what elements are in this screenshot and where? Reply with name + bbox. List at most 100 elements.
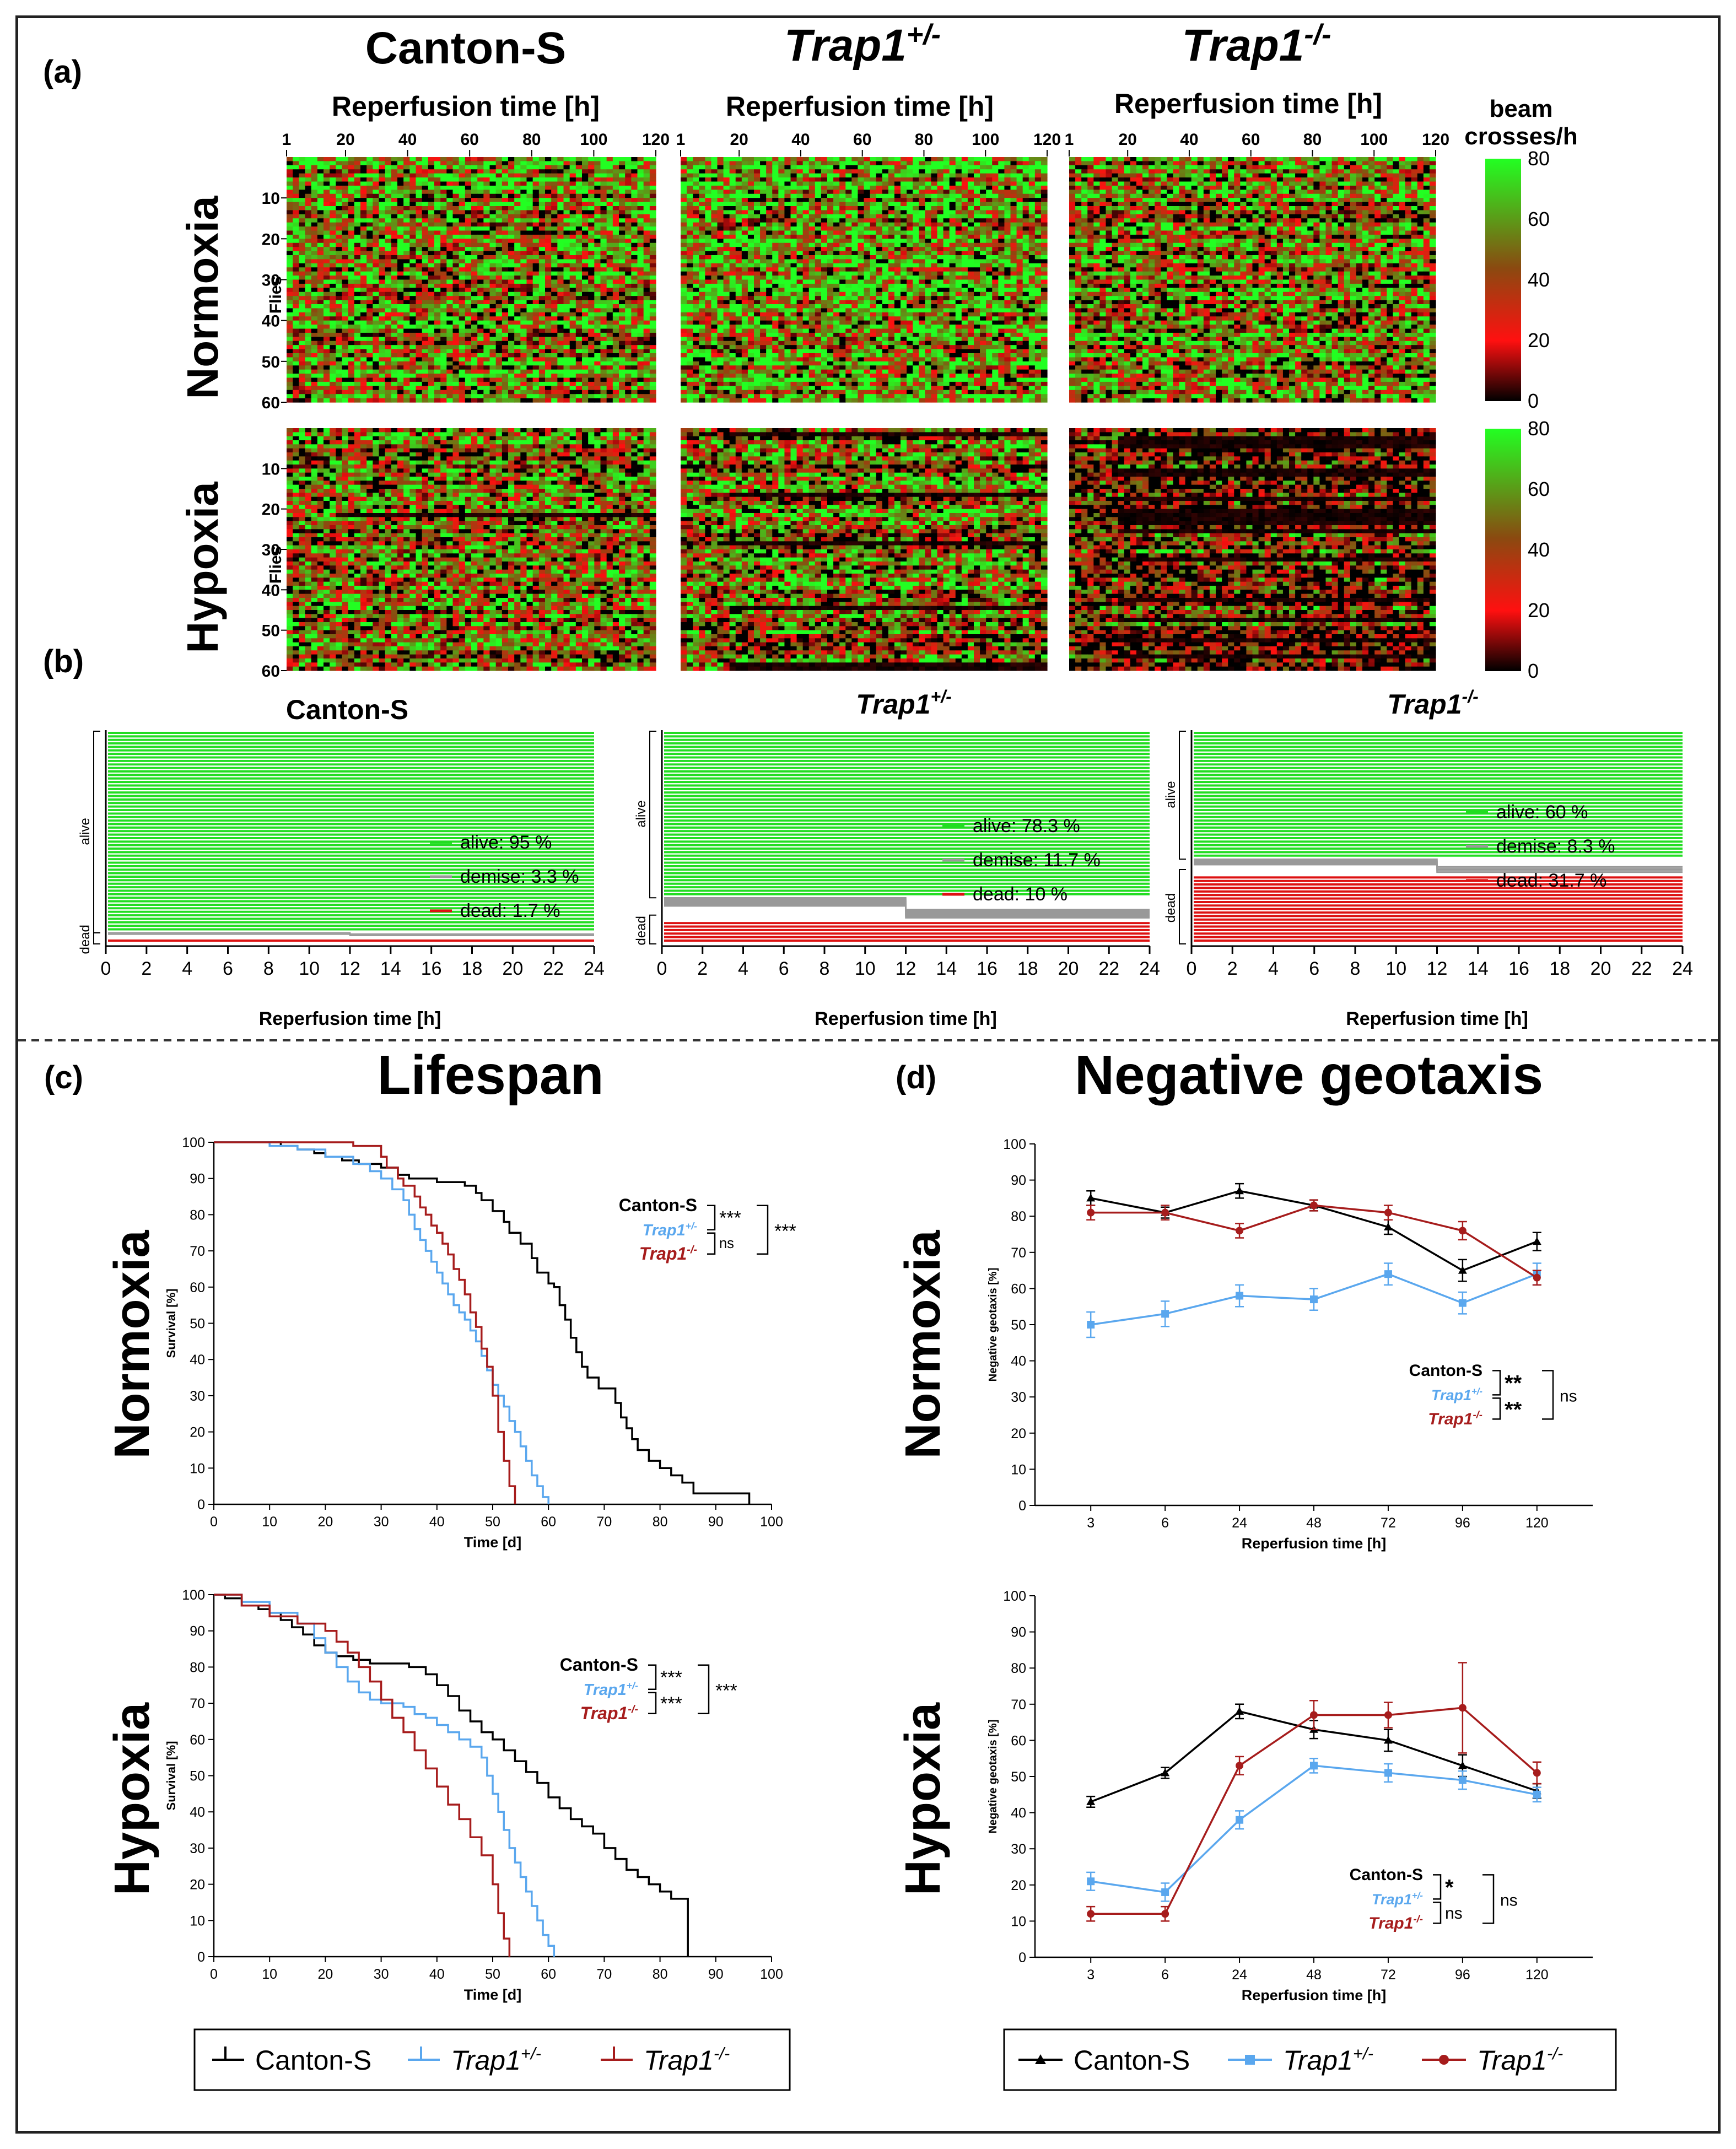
heatmap-cell: [888, 218, 895, 223]
heatmap-cell: [526, 374, 533, 379]
heatmap-cell: [681, 214, 687, 219]
heatmap-cell: [495, 337, 503, 342]
heatmap-cell: [594, 218, 601, 223]
heatmap-cell: [385, 161, 392, 166]
heatmap-cell: [495, 349, 503, 354]
heatmap-cell: [808, 169, 816, 174]
heatmap-cell: [631, 214, 638, 219]
heatmap-cell: [409, 190, 417, 195]
heatmap-cell: [342, 365, 349, 370]
heatmap-cell: [409, 242, 417, 247]
heatmap-cell: [379, 300, 386, 305]
heatmap-cell: [557, 312, 564, 317]
heatmap-cell: [802, 230, 810, 235]
heatmap-cell: [643, 234, 650, 239]
heatmap-cell: [845, 242, 852, 247]
heatmap-cell: [681, 247, 687, 252]
heatmap-cell: [391, 251, 398, 256]
heatmap-cell: [1016, 190, 1023, 195]
heatmap-cell: [434, 210, 441, 215]
heatmap-cell: [385, 242, 392, 247]
heatmap-cell: [1034, 193, 1042, 198]
heatmap-cell: [772, 177, 779, 182]
heatmap-cell: [693, 193, 699, 198]
heatmap-cell: [373, 218, 380, 223]
heatmap-cell: [373, 267, 380, 272]
heatmap-cell: [986, 177, 993, 182]
heatmap-cell: [397, 390, 404, 395]
heatmap-cell: [477, 325, 484, 330]
heatmap-cell: [440, 239, 447, 244]
heatmap-cell: [888, 239, 895, 244]
heatmap-cell: [440, 234, 447, 239]
heatmap-cell: [901, 210, 907, 215]
heatmap-cell: [379, 377, 386, 382]
heatmap-cell: [409, 353, 417, 358]
heatmap-cell: [305, 198, 312, 203]
heatmap-cell: [955, 242, 962, 247]
heatmap-cell: [446, 349, 454, 354]
heatmap-cell: [502, 357, 509, 362]
heatmap-cell: [711, 173, 718, 178]
heatmap-cell: [428, 283, 435, 288]
heatmap-cell: [311, 337, 318, 342]
heatmap-cell: [471, 320, 478, 325]
heatmap-cell: [428, 349, 435, 354]
heatmap-cell: [514, 165, 521, 170]
heatmap-cell: [520, 226, 527, 231]
heatmap-cell: [483, 177, 490, 182]
heatmap-cell: [287, 291, 293, 296]
heatmap-cell: [495, 271, 503, 276]
heatmap-cell: [545, 369, 552, 374]
heatmap-cell: [619, 247, 626, 252]
heatmap-cell: [489, 394, 497, 399]
heatmap-cell: [575, 276, 583, 280]
heatmap-cell: [287, 263, 293, 268]
heatmap-cell: [379, 190, 386, 195]
heatmap-cell: [348, 173, 355, 178]
heatmap-cell: [422, 169, 429, 174]
heatmap-cell: [379, 226, 386, 231]
heatmap-cell: [342, 381, 349, 386]
heatmap-cell: [747, 226, 754, 231]
heatmap-cell: [502, 320, 509, 325]
heatmap-cell: [330, 259, 336, 264]
heatmap-cell: [931, 247, 938, 252]
heatmap-cell: [495, 312, 503, 317]
heatmap-cell: [998, 165, 1005, 170]
heatmap-cell: [385, 193, 392, 198]
heatmap-cell: [287, 386, 293, 391]
heatmap-cell: [1034, 210, 1042, 215]
heatmap-cell: [385, 177, 392, 182]
heatmap-cell: [699, 230, 705, 235]
heatmap-cell: [336, 210, 343, 215]
heatmap-cell: [557, 214, 564, 219]
heatmap-cell: [428, 312, 435, 317]
heatmap-cell: [986, 185, 993, 190]
heatmap-cell: [483, 267, 490, 272]
heatmap-cell: [440, 394, 447, 399]
heatmap-cell: [619, 316, 626, 321]
heatmap-cell: [373, 353, 380, 358]
heatmap-cell: [919, 210, 925, 215]
heatmap-cell: [612, 263, 619, 268]
heatmap-cell: [287, 214, 293, 219]
heatmap-cell: [545, 328, 552, 333]
heatmap-cell: [637, 157, 644, 162]
heatmap-cell: [907, 206, 913, 211]
heatmap-cell: [563, 349, 570, 354]
heatmap-cell: [391, 226, 398, 231]
heatmap-cell: [287, 251, 293, 256]
heatmap-cell: [619, 300, 626, 305]
heatmap-cell: [324, 206, 330, 211]
heatmap-cell: [575, 181, 583, 186]
heatmap-cell: [606, 300, 613, 305]
heatmap-cell: [619, 169, 626, 174]
heatmap-cell: [391, 386, 398, 391]
heatmap-cell: [526, 177, 533, 182]
heatmap-cell: [575, 255, 583, 260]
heatmap-cell: [477, 165, 484, 170]
heatmap-cell: [974, 222, 980, 227]
heatmap-cell: [317, 185, 324, 190]
heatmap-cell: [459, 300, 466, 305]
